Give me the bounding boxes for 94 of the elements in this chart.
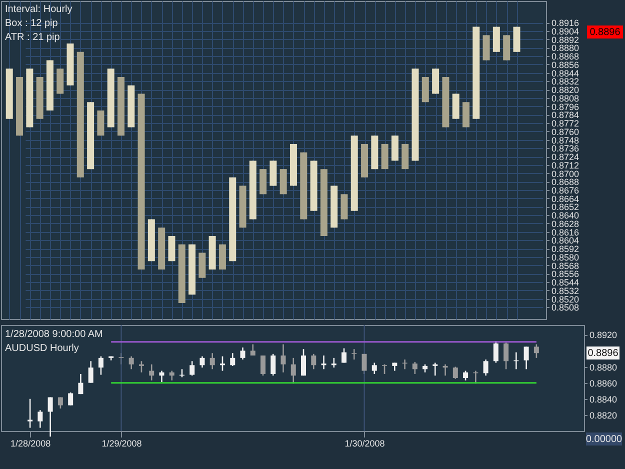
candlestick bbox=[493, 340, 498, 364]
candlestick bbox=[382, 364, 388, 375]
candlestick bbox=[128, 356, 134, 370]
x-tick-label: 1/29/2008 bbox=[102, 438, 142, 448]
y-tick-label: 0.8520 bbox=[552, 294, 580, 304]
candlestick bbox=[210, 352, 215, 370]
candlestick bbox=[402, 358, 408, 370]
y-tick-label: 0.8628 bbox=[552, 218, 580, 229]
candlestick bbox=[504, 342, 509, 370]
candlestick bbox=[321, 354, 326, 370]
candlestick bbox=[463, 370, 468, 382]
candlestick bbox=[290, 357, 296, 384]
y-tick-label: 0.8760 bbox=[552, 126, 580, 137]
y-tick-label: 0.8772 bbox=[552, 118, 580, 129]
y-tick-label: 0.8556 bbox=[552, 269, 580, 280]
candlestick bbox=[48, 396, 53, 438]
candlestick bbox=[362, 353, 367, 375]
text: 0.00000 bbox=[586, 434, 623, 445]
y-tick-label: 0.8664 bbox=[552, 194, 580, 204]
y-tick-label: 0.8532 bbox=[552, 286, 580, 296]
y-tick-label: 0.8748 bbox=[552, 135, 580, 146]
candlestick bbox=[483, 358, 488, 376]
y-tick-label: 0.8640 bbox=[552, 210, 580, 221]
y-tick-label: 0.8604 bbox=[552, 236, 580, 246]
candlestick bbox=[412, 361, 418, 375]
candlestick bbox=[138, 360, 144, 374]
candlestick bbox=[342, 348, 347, 364]
y-tick-label: 0.8860 bbox=[590, 378, 618, 388]
candlestick bbox=[352, 348, 357, 360]
candlestick bbox=[68, 392, 74, 406]
y-tick-label: 0.8580 bbox=[552, 252, 580, 262]
y-tick-label: 0.8820 bbox=[552, 85, 580, 96]
y-tick-label: 0.8568 bbox=[552, 260, 580, 271]
candlestick bbox=[432, 362, 438, 376]
y-tick-label: 0.8652 bbox=[552, 202, 580, 212]
y-tick-label: 0.8808 bbox=[552, 93, 580, 104]
candlestick bbox=[190, 360, 195, 376]
candlestick bbox=[524, 346, 529, 370]
candlestick bbox=[118, 352, 124, 365]
candlestick bbox=[28, 398, 33, 428]
y-tick-label: 0.8820 bbox=[590, 410, 618, 420]
y-tick-label: 0.8592 bbox=[552, 244, 580, 254]
candlestick bbox=[280, 344, 286, 374]
candlestick bbox=[270, 353, 276, 376]
annotation: 1/28/2008 9:00:00 AM bbox=[5, 329, 103, 340]
candlestick bbox=[200, 356, 205, 368]
candlestick bbox=[442, 364, 448, 376]
y-tick-label: 0.8676 bbox=[552, 185, 580, 196]
annotation: Interval: Hourly bbox=[5, 4, 72, 15]
candlestick bbox=[78, 373, 84, 395]
annotation: Box : 12 pip bbox=[5, 18, 58, 29]
candlestick bbox=[311, 353, 316, 370]
y-tick-label: 0.8840 bbox=[590, 394, 618, 404]
y-tick-label: 0.8784 bbox=[552, 110, 580, 120]
candlestick bbox=[452, 366, 458, 380]
candlestick bbox=[534, 344, 539, 359]
candlestick bbox=[149, 364, 154, 382]
y-tick-label: 0.8712 bbox=[552, 160, 580, 170]
annotation: AUDUSD Hourly bbox=[5, 343, 79, 354]
text: 0.8896 bbox=[588, 348, 619, 359]
x-tick-label: 1/28/2008 bbox=[10, 438, 51, 448]
y-tick-label: 0.8856 bbox=[552, 60, 580, 70]
candlestick bbox=[301, 348, 306, 376]
candlestick bbox=[98, 356, 104, 376]
y-tick-label: 0.8892 bbox=[552, 34, 580, 45]
y-tick-label: 0.8700 bbox=[552, 168, 580, 179]
candlestick bbox=[38, 409, 43, 428]
x-tick-label: 1/30/2008 bbox=[344, 438, 385, 448]
candlestick bbox=[88, 360, 94, 384]
candlestick bbox=[260, 354, 266, 376]
y-tick-label: 0.8796 bbox=[552, 102, 580, 112]
y-tick-label: 0.8724 bbox=[552, 152, 580, 162]
y-tick-label: 0.8880 bbox=[552, 43, 580, 54]
text: 0.8896 bbox=[590, 27, 621, 38]
y-tick-label: 0.8832 bbox=[552, 76, 580, 87]
y-tick-label: 0.8544 bbox=[552, 278, 580, 288]
y-tick-label: 0.8844 bbox=[552, 68, 580, 78]
y-tick-label: 0.8868 bbox=[552, 52, 580, 62]
annotation: ATR : 21 pip bbox=[5, 32, 60, 43]
candlestick bbox=[331, 357, 336, 368]
candlestick bbox=[220, 356, 225, 372]
candlestick bbox=[240, 346, 246, 360]
candlestick bbox=[230, 352, 236, 367]
y-tick-label: 0.8508 bbox=[552, 302, 580, 313]
candlestick bbox=[169, 370, 174, 382]
y-tick-label: 0.8916 bbox=[552, 18, 580, 28]
candlestick bbox=[372, 362, 377, 375]
y-tick-label: 0.8688 bbox=[552, 177, 580, 188]
y-tick-label: 0.8880 bbox=[590, 362, 618, 372]
candlestick bbox=[159, 370, 164, 383]
y-tick-label: 0.8616 bbox=[552, 227, 580, 238]
y-tick-label: 0.8736 bbox=[552, 144, 580, 154]
y-tick-label: 0.8920 bbox=[590, 330, 618, 340]
y-tick-label: 0.8904 bbox=[552, 26, 580, 36]
